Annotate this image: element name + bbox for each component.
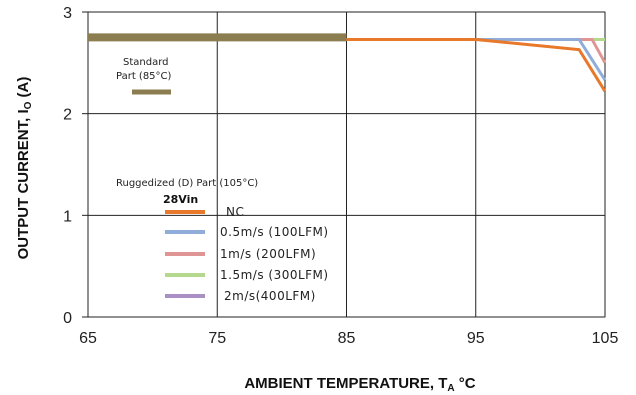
y-tick-label: 1 — [63, 208, 72, 225]
x-tick-label: 65 — [79, 330, 97, 347]
series-lines — [88, 33, 607, 93]
x-tick-label: 85 — [338, 330, 356, 347]
x-tick-label: 75 — [208, 330, 226, 347]
grid-lines — [82, 11, 606, 318]
vin-label: 28Vin — [163, 193, 198, 206]
x-tick-label: 95 — [467, 330, 485, 347]
x-axis-title: AMBIENT TEMPERATURE, TA °C — [244, 375, 475, 394]
y-tick-label: 2 — [63, 107, 72, 124]
y-tick-label: 0 — [63, 310, 72, 327]
ruggedized-label: Ruggedized (D) Part (105°C) — [116, 178, 258, 189]
y-axis-title: OUTPUT CURRENT, IO (A) — [15, 77, 34, 260]
y-tick-label: 3 — [63, 5, 72, 22]
legend-label-2: 1m/s (200LFM) — [220, 247, 316, 261]
legend-items: NC 0.5m/s (100LFM) 1m/s (200LFM) 1.5m/s (30… — [165, 205, 329, 303]
legend-label-3: 1.5m/s (300LFM) — [220, 268, 329, 282]
standard-part-label-2: Part (85°C) — [116, 71, 172, 82]
legend-label-0: NC — [226, 205, 244, 219]
tick-labels: 65 75 85 95 105 0 1 2 3 — [63, 5, 618, 347]
legend: Standard Part (85°C) Ruggedized (D) Part… — [116, 57, 329, 303]
legend-label-1: 0.5m/s (100LFM) — [220, 225, 329, 239]
legend-label-4: 2m/s(400LFM) — [224, 289, 316, 303]
standard-part-label-1: Standard — [123, 57, 169, 68]
x-tick-label: 105 — [592, 330, 619, 347]
